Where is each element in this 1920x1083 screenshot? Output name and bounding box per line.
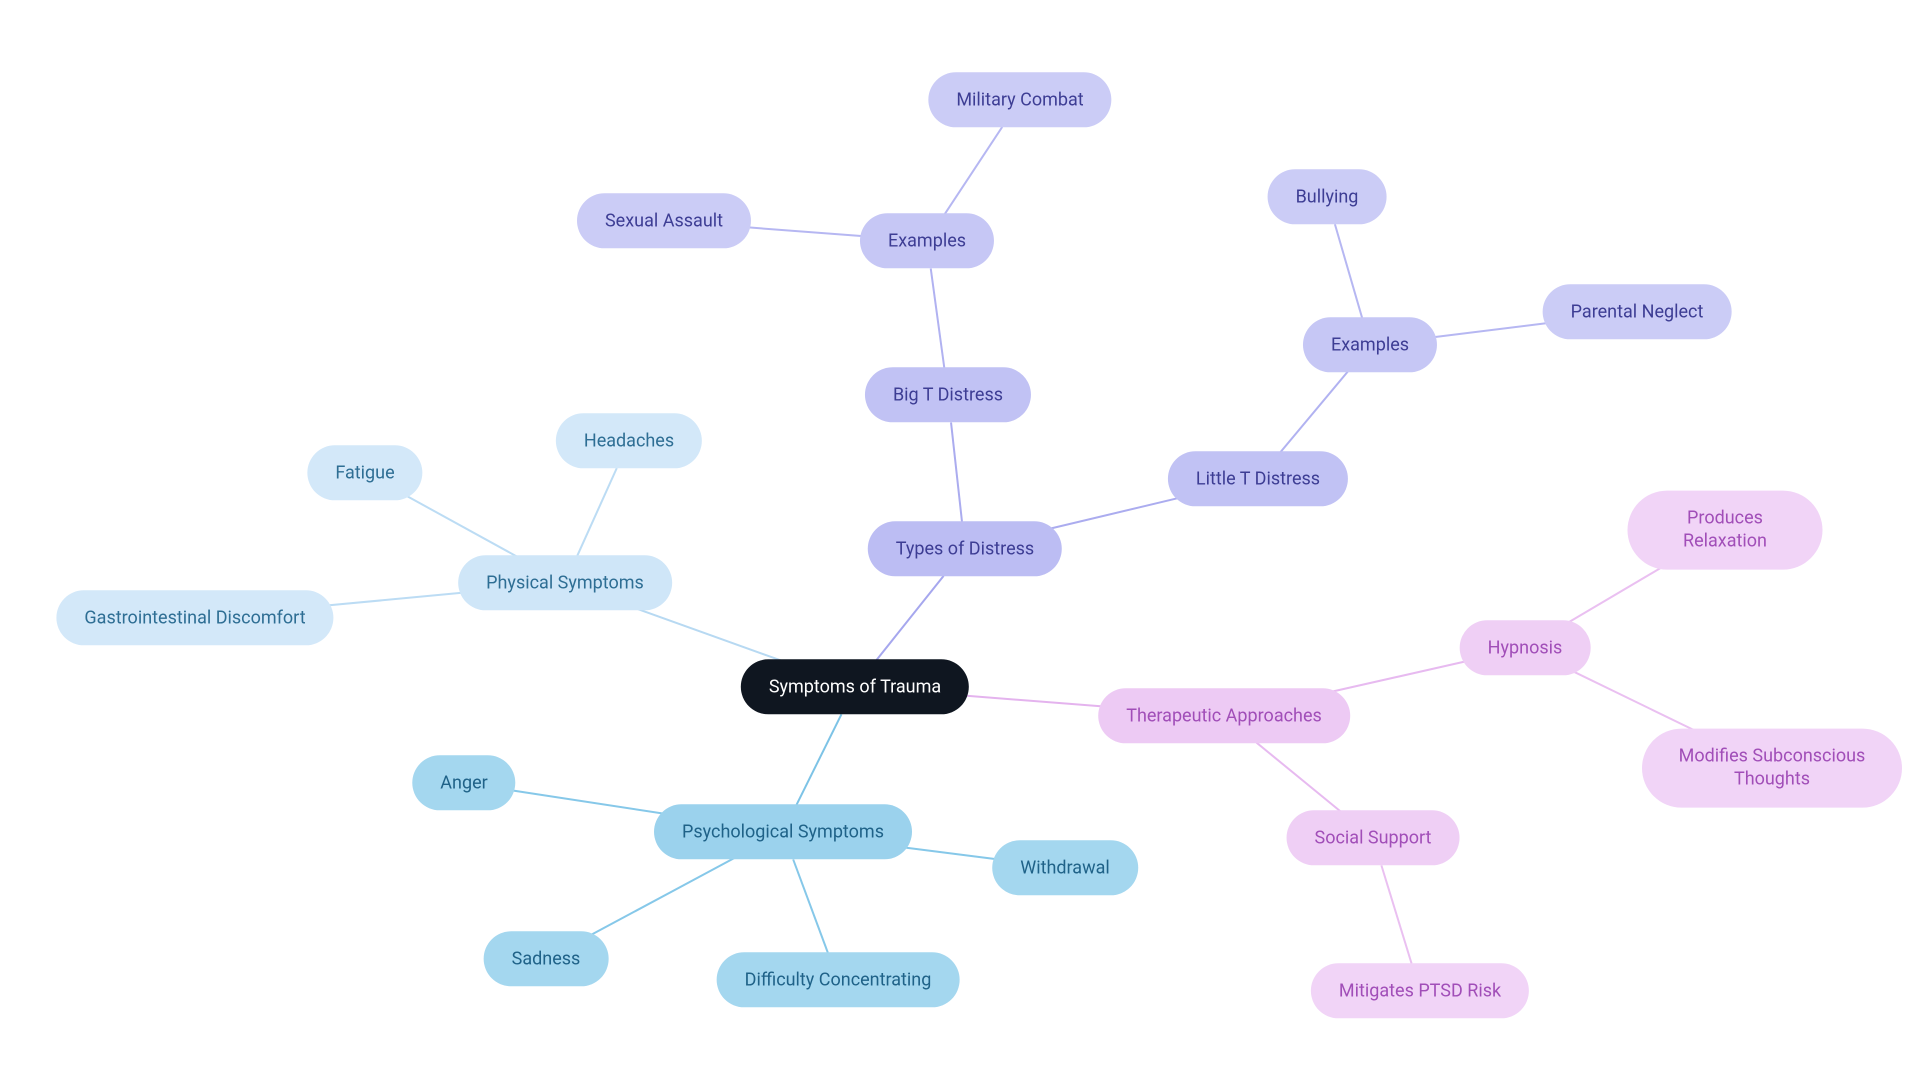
node-phys: Physical Symptoms (458, 555, 672, 610)
node-bullying: Bullying (1268, 169, 1387, 224)
edge-root-typesdist (877, 576, 944, 660)
node-subcon: Modifies Subconscious Thoughts (1642, 729, 1902, 808)
edge-psych-sadness (586, 858, 736, 938)
node-root: Symptoms of Trauma (741, 659, 969, 714)
node-sexassault: Sexual Assault (577, 193, 751, 248)
node-littleex: Examples (1303, 317, 1437, 372)
edge-root-therap (963, 696, 1105, 707)
mindmap-canvas: Symptoms of Trauma Physical Symptoms Fatig… (0, 0, 1920, 1083)
node-relax: Produces Relaxation (1628, 491, 1823, 570)
edge-littleex-parneglect (1434, 323, 1550, 337)
edge-phys-gi (320, 592, 465, 606)
node-psych: Psychological Symptoms (654, 804, 912, 859)
edge-hypnosis-relax (1563, 563, 1670, 626)
edge-littleex-bullying (1335, 224, 1362, 317)
edge-root-psych (797, 714, 842, 804)
edge-root-phys (627, 605, 791, 664)
edge-typesdist-bigt (951, 422, 962, 521)
edge-bigex-sexassault (749, 227, 862, 236)
node-bigex: Examples (860, 213, 994, 268)
edge-phys-headaches (577, 468, 616, 556)
edge-psych-anger (513, 791, 678, 816)
node-ptsdrisk: Mitigates PTSD Risk (1311, 963, 1529, 1018)
node-fatigue: Fatigue (307, 445, 422, 500)
node-hypnosis: Hypnosis (1460, 620, 1591, 675)
edge-littlet-littleex (1280, 371, 1348, 452)
node-anger: Anger (412, 755, 515, 810)
edge-hypnosis-subcon (1568, 669, 1703, 735)
edge-social-ptsdrisk (1381, 865, 1411, 963)
node-bigt: Big T Distress (865, 367, 1031, 422)
node-typesdist: Types of Distress (868, 521, 1062, 576)
node-littlet: Little T Distress (1168, 451, 1348, 506)
node-parneglect: Parental Neglect (1543, 284, 1732, 339)
edge-bigex-military (945, 127, 1003, 214)
node-diffconc: Difficulty Concentrating (717, 952, 960, 1007)
edge-phys-fatigue (403, 494, 520, 558)
node-sadness: Sadness (484, 931, 609, 986)
edge-psych-diffconc (793, 859, 828, 952)
edge-therap-social (1256, 743, 1341, 813)
node-gi: Gastrointestinal Discomfort (56, 590, 333, 645)
edge-bigt-bigex (931, 268, 945, 367)
node-therap: Therapeutic Approaches (1098, 688, 1350, 743)
node-military: Military Combat (928, 72, 1111, 127)
node-headaches: Headaches (556, 413, 702, 468)
edge-psych-withdraw (894, 846, 996, 859)
edge-typesdist-littlet (1039, 496, 1187, 531)
node-social: Social Support (1287, 810, 1460, 865)
node-withdraw: Withdrawal (992, 840, 1138, 895)
